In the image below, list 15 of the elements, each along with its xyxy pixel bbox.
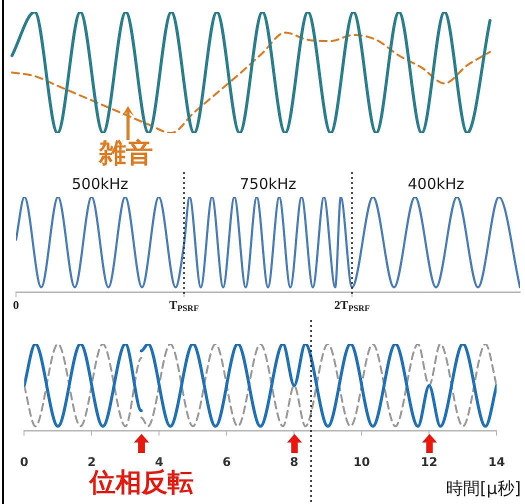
x-tick-label: 14 [488,454,505,469]
text: 750kHz [240,175,296,193]
text: 雑音 [99,138,153,169]
x-tick-label: 10 [353,454,370,469]
text: 位相反転 [89,468,194,498]
x-tick-label: 0 [13,298,19,312]
text: 400kHz [408,175,464,193]
x-tick-label: 8 [290,454,298,469]
x-tick-label: 0 [20,454,28,469]
x-tick-label: 4 [154,454,164,469]
x-tick-label: 2 [87,454,96,469]
text: 500kHz [72,175,128,193]
x-axis-title: 時間[μ秒] [446,478,521,500]
x-tick-label: 6 [222,454,231,469]
x-tick-label: 12 [420,454,438,469]
